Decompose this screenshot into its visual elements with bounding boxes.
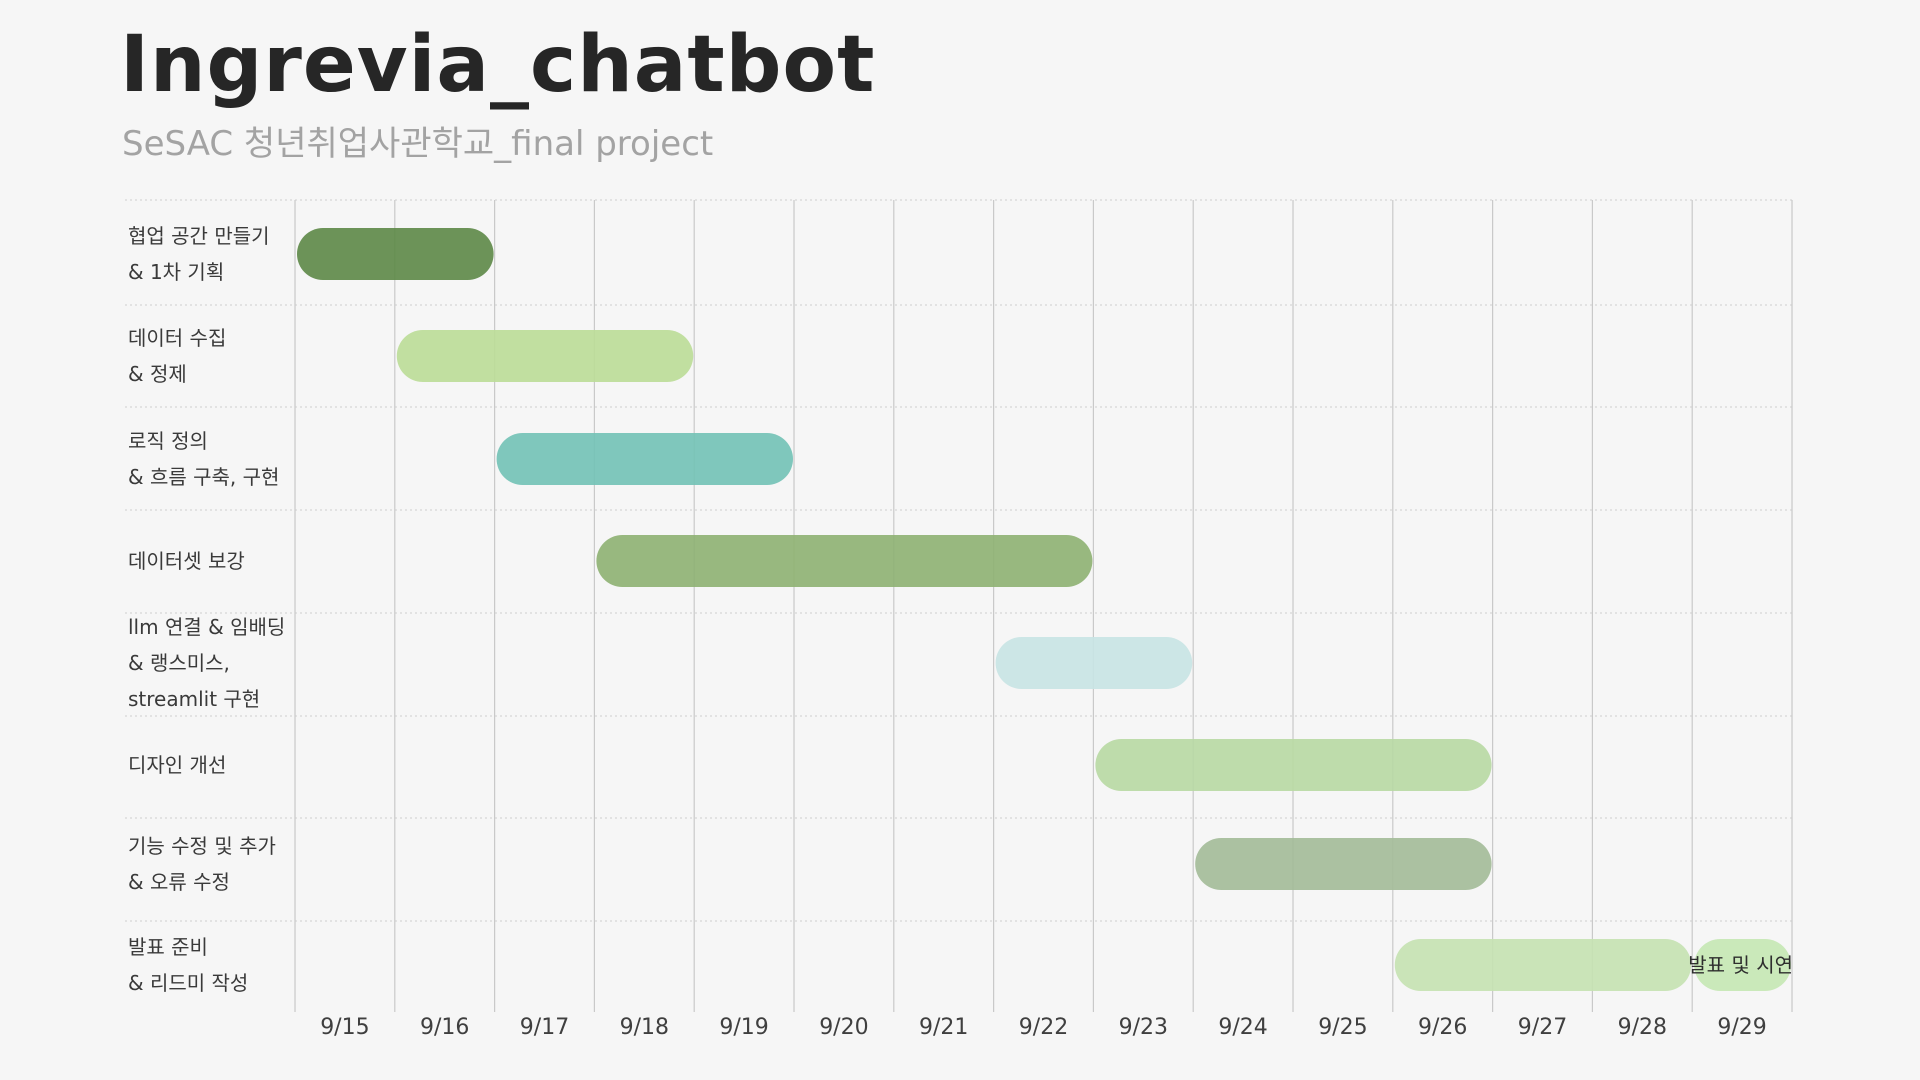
task-label: 협업 공간 만들기	[128, 224, 270, 248]
x-tick-label: 9/21	[919, 1015, 968, 1040]
x-tick-label: 9/20	[819, 1015, 868, 1040]
task-label: streamlit 구현	[128, 687, 260, 711]
task-label: 디자인 개선	[128, 753, 226, 777]
task-bar	[1195, 838, 1492, 890]
task-label: & 정제	[128, 362, 187, 386]
task-label: & 흐름 구축, 구현	[128, 465, 279, 489]
x-tick-label: 9/17	[520, 1015, 569, 1040]
task-label: llm 연결 & 임배딩	[128, 615, 285, 639]
task-label: & 오류 수정	[128, 870, 230, 894]
x-tick-label: 9/24	[1218, 1015, 1267, 1040]
task-label: 데이터 수집	[128, 326, 226, 350]
page-subtitle: SeSAC 청년취업사관학교_final project	[122, 124, 714, 164]
task-label: & 랭스미스,	[128, 651, 230, 675]
task-bar	[995, 637, 1193, 689]
page-title: Ingrevia_chatbot	[120, 20, 876, 110]
x-tick-label: 9/18	[620, 1015, 669, 1040]
x-tick-label: 9/26	[1418, 1015, 1467, 1040]
task-label: 기능 수정 및 추가	[128, 834, 276, 858]
task-bar	[1694, 939, 1791, 991]
x-tick-label: 9/28	[1618, 1015, 1667, 1040]
task-bar	[496, 433, 793, 485]
task-label: 데이터셋 보강	[128, 549, 245, 573]
task-bar	[396, 330, 694, 382]
x-tick-label: 9/19	[719, 1015, 768, 1040]
task-label: 발표 준비	[128, 935, 208, 959]
x-tick-label: 9/29	[1717, 1015, 1766, 1040]
task-label: & 리드미 작성	[128, 971, 248, 995]
task-bar-text: 발표 및 시연	[1688, 953, 1793, 977]
task-bar	[596, 535, 1093, 587]
x-tick-label: 9/27	[1518, 1015, 1567, 1040]
x-tick-label: 9/16	[420, 1015, 469, 1040]
task-bar	[1394, 939, 1692, 991]
x-tick-label: 9/23	[1119, 1015, 1168, 1040]
task-label: & 1차 기획	[128, 260, 224, 284]
x-tick-label: 9/15	[320, 1015, 369, 1040]
task-bar	[1095, 739, 1492, 791]
task-label: 로직 정의	[128, 429, 208, 453]
task-bar	[297, 228, 494, 280]
x-tick-label: 9/25	[1318, 1015, 1367, 1040]
x-tick-label: 9/22	[1019, 1015, 1068, 1040]
